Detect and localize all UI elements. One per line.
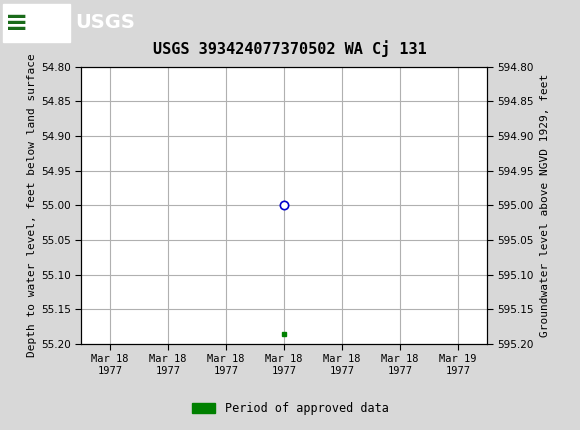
Text: USGS 393424077370502 WA Cj 131: USGS 393424077370502 WA Cj 131 (153, 40, 427, 57)
Text: USGS: USGS (75, 13, 135, 32)
Legend: Period of approved data: Period of approved data (187, 397, 393, 420)
Text: ≡: ≡ (5, 9, 28, 37)
Bar (3, 3, 70, 42)
Y-axis label: Groundwater level above NGVD 1929, feet: Groundwater level above NGVD 1929, feet (539, 74, 550, 337)
Y-axis label: Depth to water level, feet below land surface: Depth to water level, feet below land su… (27, 53, 37, 357)
